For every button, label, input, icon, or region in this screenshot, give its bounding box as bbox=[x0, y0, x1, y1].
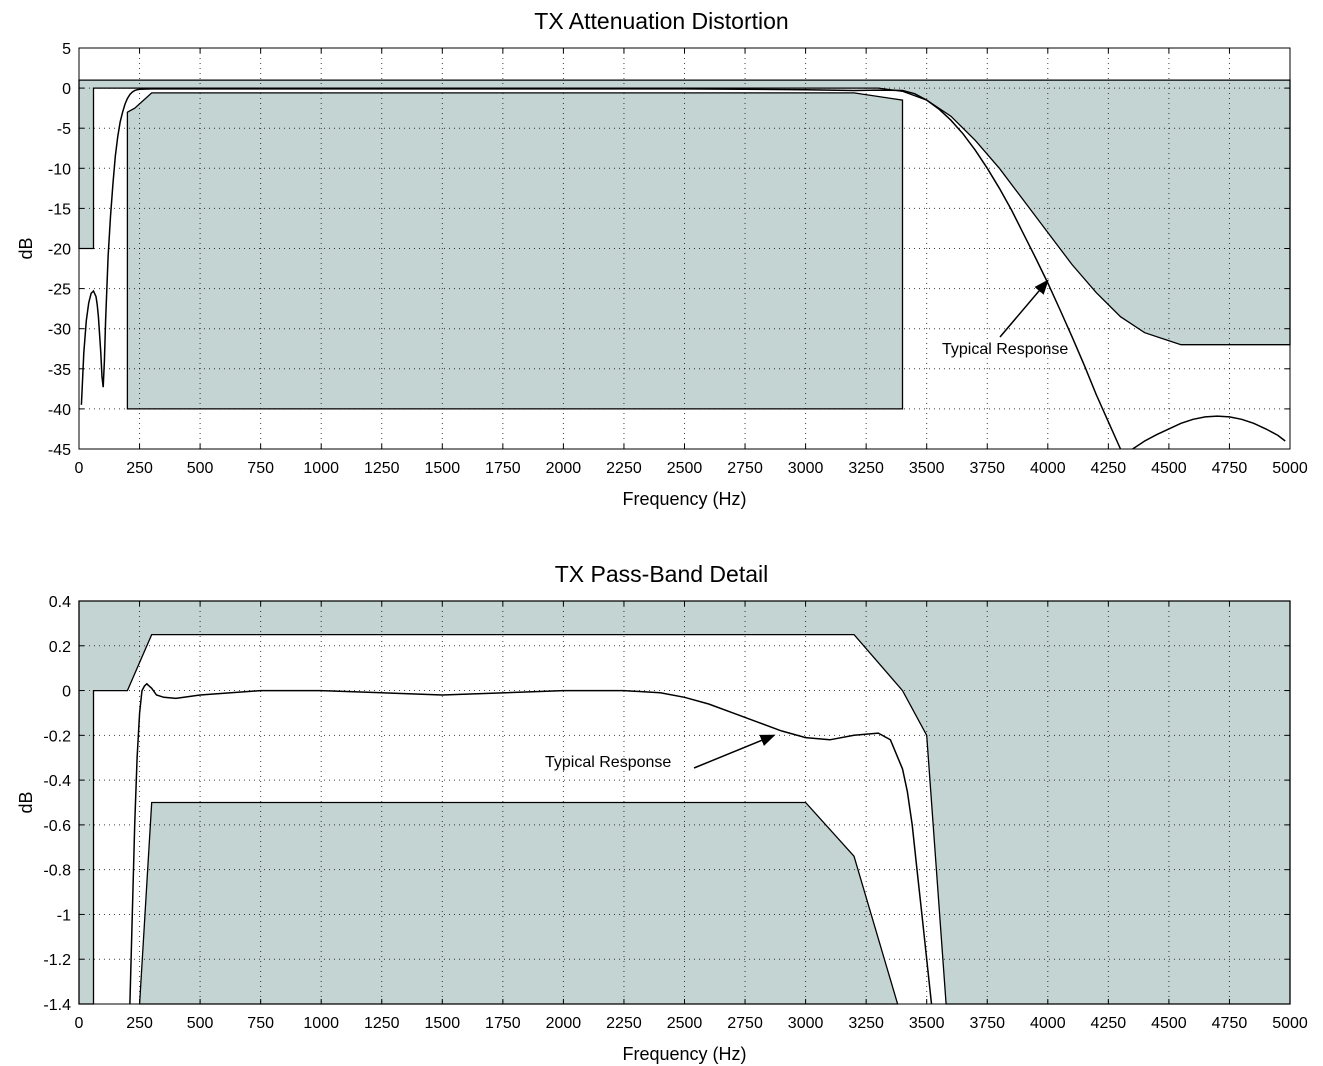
y-tick-label: 5 bbox=[62, 41, 71, 58]
mask-region bbox=[78, 79, 1291, 346]
x-tick-label: 750 bbox=[247, 460, 274, 477]
y-tick-label: -0.4 bbox=[43, 773, 71, 790]
x-tick-label: 2250 bbox=[606, 1015, 642, 1032]
y-tick-label: -0.6 bbox=[43, 818, 71, 835]
x-tick-label: 3000 bbox=[788, 460, 824, 477]
x-tick-label: 1250 bbox=[364, 1015, 400, 1032]
x-tick-label: 4250 bbox=[1091, 460, 1127, 477]
x-tick-label: 3500 bbox=[909, 1015, 945, 1032]
x-tick-label: 1500 bbox=[425, 460, 461, 477]
y-axis-label: dB bbox=[16, 791, 36, 813]
y-tick-label: -0.8 bbox=[43, 863, 71, 880]
response-curve bbox=[1132, 415, 1286, 450]
x-tick-label: 3250 bbox=[848, 1015, 884, 1032]
y-tick-label: -1.4 bbox=[43, 997, 71, 1014]
x-tick-label: 2750 bbox=[727, 1015, 763, 1032]
y-tick-label: -35 bbox=[48, 362, 71, 379]
y-tick-label: -30 bbox=[48, 322, 71, 339]
x-tick-label: 500 bbox=[187, 1015, 214, 1032]
x-axis-label: Frequency (Hz) bbox=[622, 1044, 746, 1064]
y-tick-label: -0.2 bbox=[43, 728, 71, 745]
x-tick-label: 250 bbox=[126, 1015, 153, 1032]
x-tick-label: 3250 bbox=[848, 460, 884, 477]
mask-region bbox=[126, 92, 904, 410]
response-curve bbox=[129, 682, 933, 1005]
y-tick-label: -25 bbox=[48, 282, 71, 299]
x-tick-label: 1000 bbox=[303, 1015, 339, 1032]
x-tick-label: 0 bbox=[75, 1015, 84, 1032]
x-tick-label: 4000 bbox=[1030, 1015, 1066, 1032]
x-tick-label: 4500 bbox=[1151, 460, 1187, 477]
x-tick-label: 2250 bbox=[606, 460, 642, 477]
y-tick-label: 0.4 bbox=[49, 594, 71, 611]
x-tick-label: 4250 bbox=[1091, 1015, 1127, 1032]
y-tick-label: -5 bbox=[57, 121, 71, 138]
annotation-arrow bbox=[999, 279, 1049, 338]
y-tick-label: -15 bbox=[48, 201, 71, 218]
x-tick-label: 5000 bbox=[1272, 1015, 1308, 1032]
x-tick-label: 5000 bbox=[1272, 460, 1308, 477]
y-tick-label: -40 bbox=[48, 402, 71, 419]
response-curve bbox=[80, 88, 1122, 450]
x-tick-label: 750 bbox=[247, 1015, 274, 1032]
y-tick-label: -20 bbox=[48, 242, 71, 259]
annotation-label: Typical Response bbox=[942, 341, 1068, 358]
x-tick-label: 2500 bbox=[667, 460, 703, 477]
x-tick-label: 250 bbox=[126, 460, 153, 477]
mask-region bbox=[138, 801, 899, 1005]
x-tick-label: 0 bbox=[75, 460, 84, 477]
y-tick-label: 0 bbox=[62, 684, 71, 701]
x-tick-label: 1000 bbox=[303, 460, 339, 477]
x-tick-label: 4750 bbox=[1212, 460, 1248, 477]
passband-chart: 0 250 500 750 1000 1250 1500 1750 2000 2250 2500 27… bbox=[16, 594, 1308, 1064]
x-tick-label: 4000 bbox=[1030, 460, 1066, 477]
attenuation-chart: 0 250 500 750 1000 1250 1500 1750 2000 2250 2500 27… bbox=[16, 41, 1308, 509]
y-tick-label: -1 bbox=[57, 907, 71, 924]
x-tick-label: 1750 bbox=[485, 1015, 521, 1032]
y-tick-label: -10 bbox=[48, 161, 71, 178]
y-tick-label: 0.2 bbox=[49, 639, 71, 656]
x-tick-label: 500 bbox=[187, 460, 214, 477]
x-tick-label: 2000 bbox=[546, 460, 582, 477]
x-tick-label: 4750 bbox=[1212, 1015, 1248, 1032]
x-tick-label: 3750 bbox=[969, 460, 1005, 477]
x-tick-label: 2000 bbox=[546, 1015, 582, 1032]
y-tick-label: 0 bbox=[62, 81, 71, 98]
x-tick-label: 1500 bbox=[425, 1015, 461, 1032]
x-tick-label: 3000 bbox=[788, 1015, 824, 1032]
x-tick-label: 2750 bbox=[727, 460, 763, 477]
x-tick-label: 3750 bbox=[969, 1015, 1005, 1032]
x-tick-label: 1750 bbox=[485, 460, 521, 477]
x-tick-label: 1250 bbox=[364, 460, 400, 477]
annotation-arrow bbox=[693, 734, 776, 769]
y-tick-label: -45 bbox=[48, 442, 71, 459]
y-tick-label: -1.2 bbox=[43, 952, 71, 969]
chart-title: TX Attenuation Distortion bbox=[534, 8, 789, 34]
x-tick-label: 4500 bbox=[1151, 1015, 1187, 1032]
annotation-label: Typical Response bbox=[545, 754, 671, 771]
x-tick-label: 2500 bbox=[667, 1015, 703, 1032]
y-axis-label: dB bbox=[16, 237, 36, 259]
chart-title: TX Pass-Band Detail bbox=[554, 561, 769, 587]
x-tick-label: 3500 bbox=[909, 460, 945, 477]
x-axis-label: Frequency (Hz) bbox=[622, 489, 746, 509]
